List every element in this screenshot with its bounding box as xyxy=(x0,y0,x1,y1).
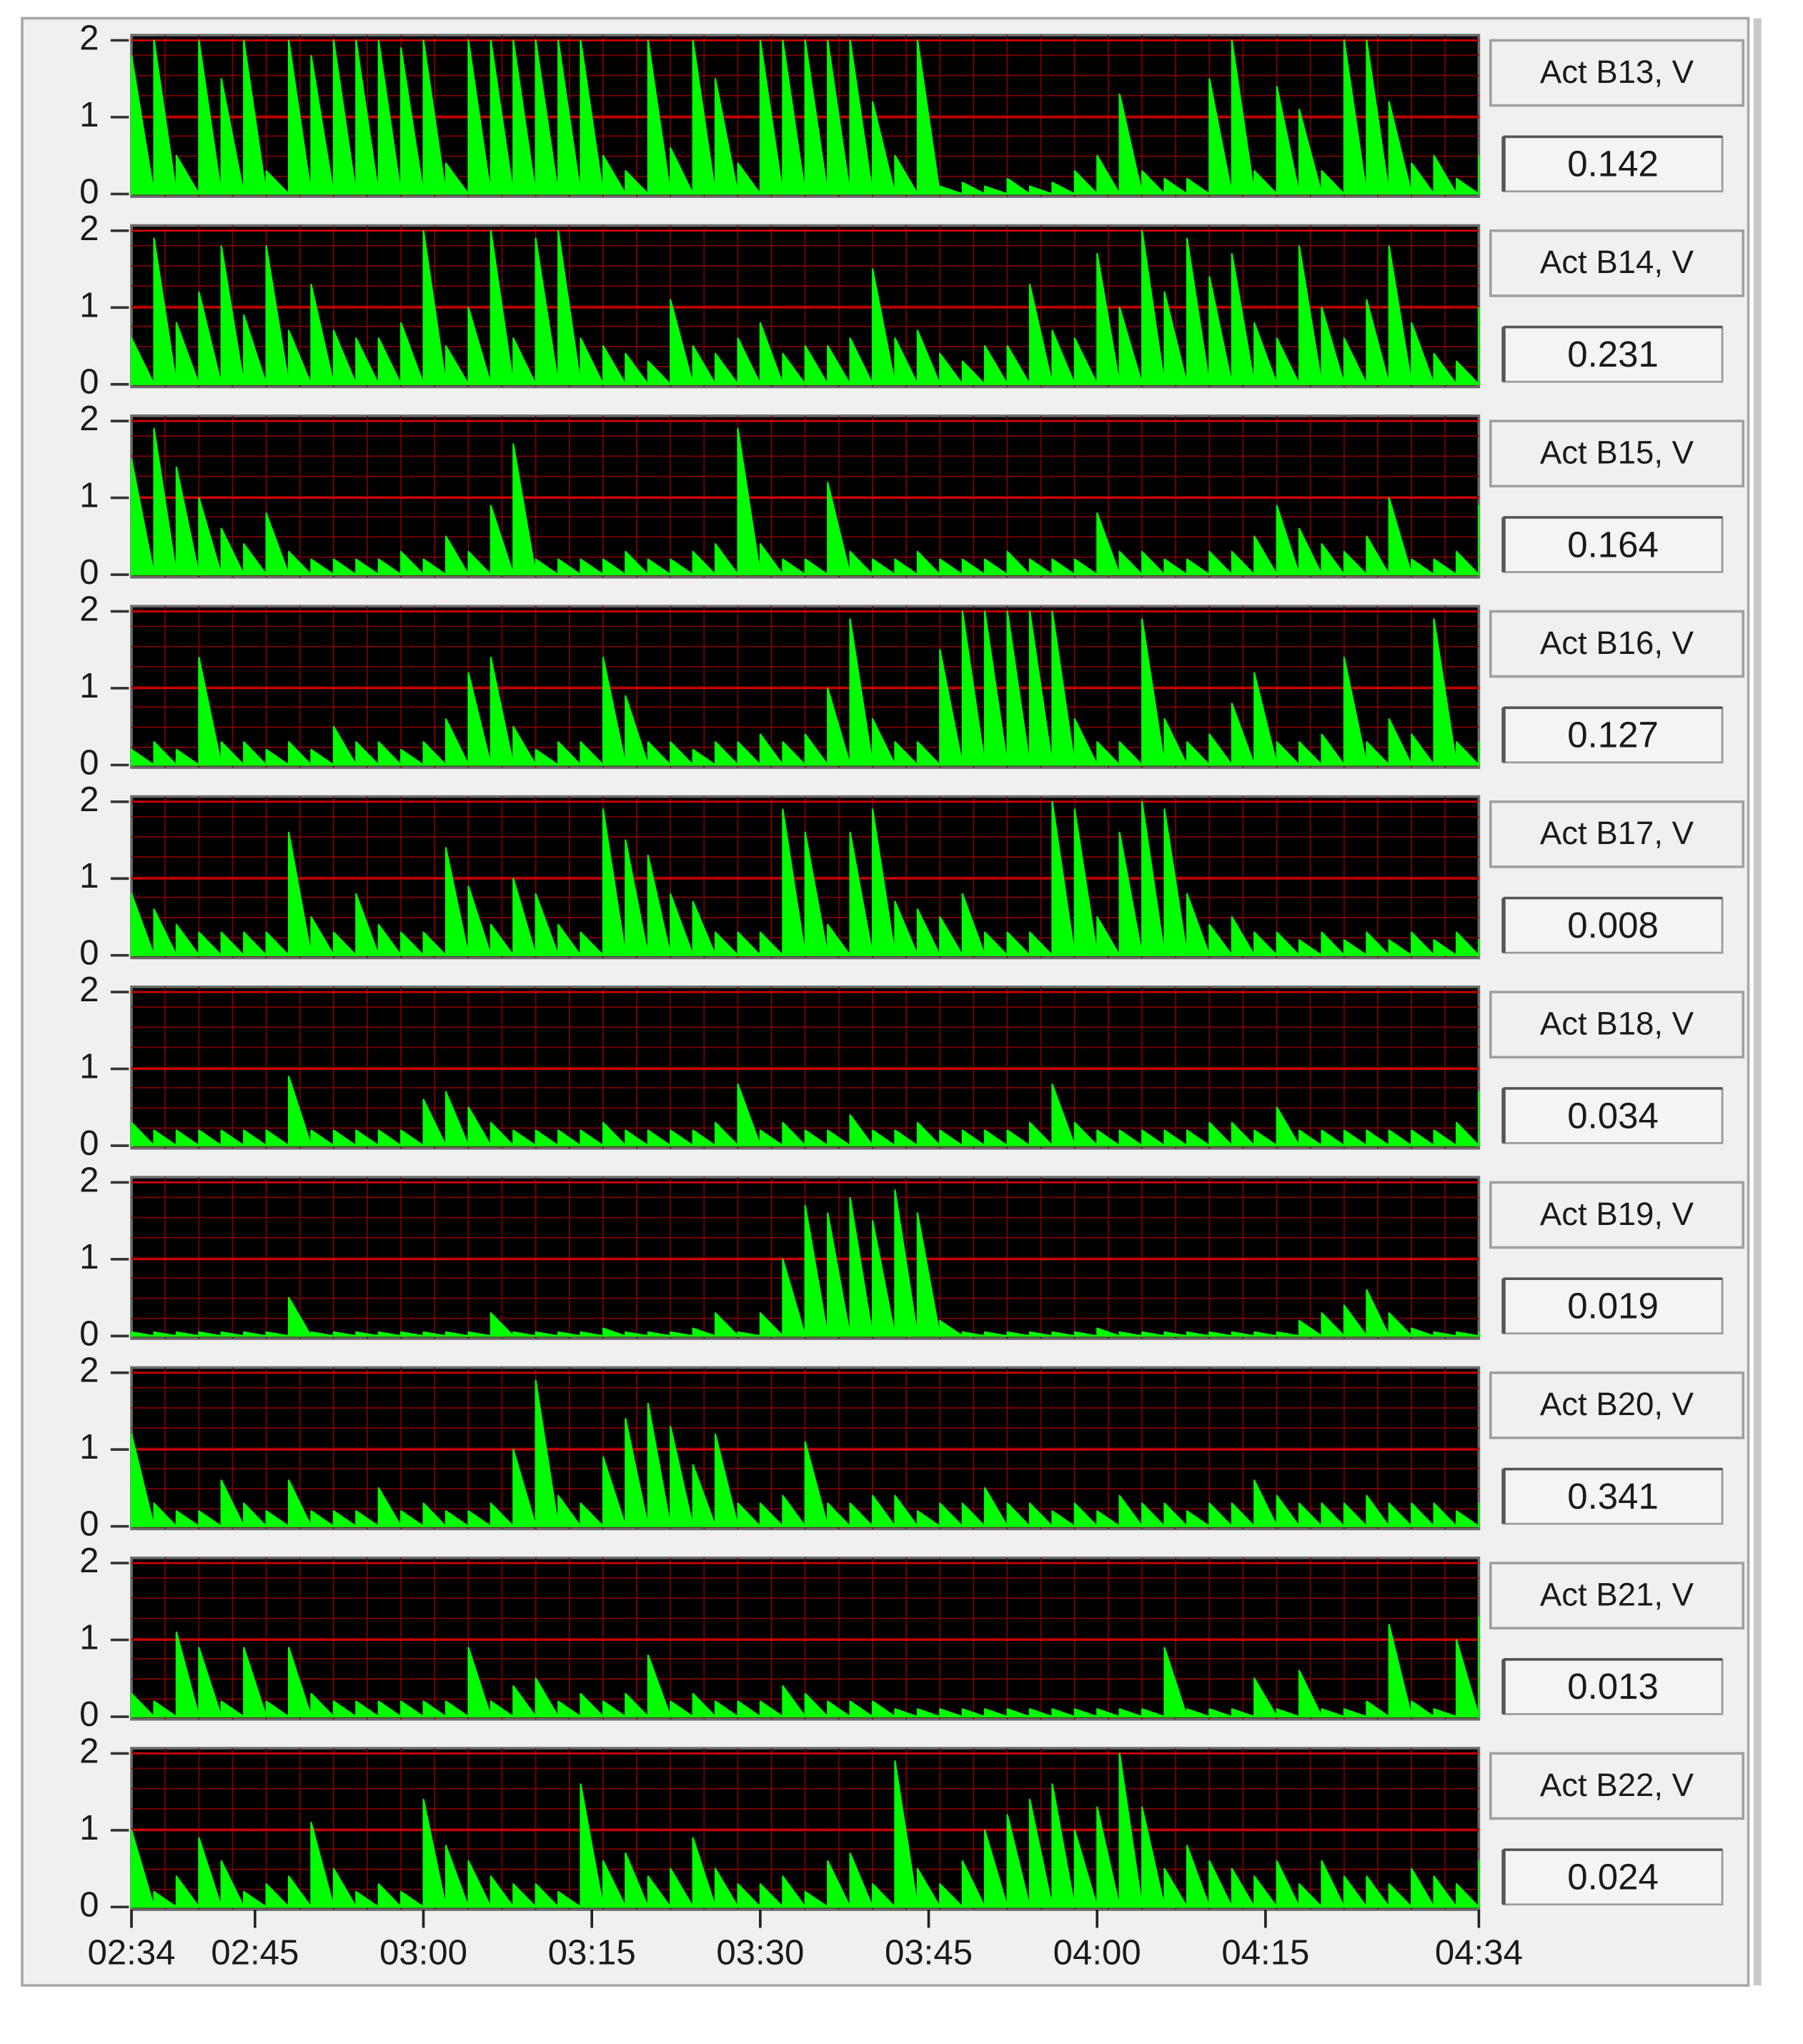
series-name: Act B22, V xyxy=(1540,1767,1694,1803)
y-tick-label: 2 xyxy=(79,1731,99,1770)
series-name-box xyxy=(1489,39,1745,107)
signal-area xyxy=(130,1076,1480,1147)
y-tick-label: 1 xyxy=(79,666,99,705)
signal-area xyxy=(130,1752,1480,1908)
signal-area xyxy=(130,1379,1480,1527)
signal-area xyxy=(130,800,1480,956)
series-name-box xyxy=(1489,1752,1745,1820)
current-value-box xyxy=(1502,706,1724,764)
current-value-box xyxy=(1502,1087,1724,1144)
plot-area: 0 1 2 Act B13, V 0.142 0 1 2 Act B14, V 0.231 0 1 2 A… xyxy=(79,18,1745,1973)
series-name-box xyxy=(1489,991,1745,1059)
current-value: 0.008 xyxy=(1567,905,1659,946)
y-tick-label: 1 xyxy=(79,1808,99,1847)
series-name-box xyxy=(1489,420,1745,488)
x-tick-label: 04:34 xyxy=(1435,1933,1523,1973)
x-tick-label: 04:15 xyxy=(1221,1933,1309,1973)
current-value-box xyxy=(1502,1658,1724,1715)
series-name: Act B20, V xyxy=(1540,1386,1694,1422)
y-tick-label: 0 xyxy=(79,1504,99,1544)
y-tick-label: 1 xyxy=(79,95,99,134)
current-value: 0.034 xyxy=(1567,1095,1659,1136)
current-value: 0.013 xyxy=(1567,1666,1659,1707)
series-name: Act B15, V xyxy=(1540,435,1694,471)
x-tick-label: 02:34 xyxy=(87,1933,175,1973)
current-value: 0.142 xyxy=(1567,144,1659,184)
y-tick-label: 0 xyxy=(79,1695,99,1734)
y-tick-label: 1 xyxy=(79,856,99,896)
signal-area xyxy=(130,1616,1480,1718)
y-tick-label: 1 xyxy=(79,285,99,324)
y-tick-label: 1 xyxy=(79,1427,99,1467)
signal-area xyxy=(130,39,1480,195)
series-name: Act B17, V xyxy=(1540,815,1694,851)
series-name: Act B21, V xyxy=(1540,1576,1694,1612)
series-name: Act B18, V xyxy=(1540,1005,1694,1041)
y-tick-label: 0 xyxy=(79,172,99,211)
y-tick-label: 2 xyxy=(79,18,99,57)
x-tick-label: 03:15 xyxy=(548,1933,636,1973)
signal-area xyxy=(130,229,1480,385)
series-name-box xyxy=(1489,229,1745,297)
current-value: 0.164 xyxy=(1567,524,1659,565)
y-tick-label: 2 xyxy=(79,1541,99,1580)
series-name: Act B13, V xyxy=(1540,54,1694,90)
current-value-box xyxy=(1502,897,1724,954)
current-value: 0.341 xyxy=(1567,1476,1659,1517)
series-name: Act B16, V xyxy=(1540,625,1694,661)
series-name: Act B14, V xyxy=(1540,244,1694,280)
y-tick-label: 0 xyxy=(79,1123,99,1163)
current-value: 0.127 xyxy=(1567,715,1659,755)
current-value-box xyxy=(1502,135,1724,193)
signal-area xyxy=(130,610,1480,766)
y-tick-label: 2 xyxy=(79,970,99,1009)
y-tick-label: 1 xyxy=(79,1618,99,1657)
y-tick-label: 0 xyxy=(79,362,99,402)
y-tick-label: 2 xyxy=(79,780,99,819)
series-name-box xyxy=(1489,1371,1745,1439)
current-value: 0.231 xyxy=(1567,334,1659,374)
y-tick-label: 2 xyxy=(79,1351,99,1390)
y-tick-label: 0 xyxy=(79,743,99,782)
y-tick-label: 2 xyxy=(79,1160,99,1199)
series-name-box xyxy=(1489,1562,1745,1629)
y-tick-label: 0 xyxy=(79,1885,99,1924)
current-value: 0.024 xyxy=(1567,1857,1659,1897)
x-tick-label: 03:45 xyxy=(885,1933,973,1973)
current-value-box xyxy=(1502,1848,1724,1906)
y-tick-label: 0 xyxy=(79,1314,99,1353)
signal-area xyxy=(130,427,1480,576)
series-name-box xyxy=(1489,1181,1745,1249)
series-name: Act B19, V xyxy=(1540,1196,1694,1232)
y-tick-label: 2 xyxy=(79,589,99,628)
x-tick-label: 02:45 xyxy=(211,1933,299,1973)
series-name-box xyxy=(1489,800,1745,868)
y-tick-label: 0 xyxy=(79,552,99,592)
x-tick-label: 03:30 xyxy=(716,1933,804,1973)
y-tick-label: 2 xyxy=(79,399,99,438)
y-tick-label: 0 xyxy=(79,933,99,973)
x-tick-label: 04:00 xyxy=(1053,1933,1141,1973)
signal-area xyxy=(130,1189,1480,1337)
y-tick-label: 2 xyxy=(79,209,99,248)
x-tick-label: 03:00 xyxy=(379,1933,467,1973)
y-tick-label: 1 xyxy=(79,476,99,515)
current-value-box xyxy=(1502,1468,1724,1525)
series-name-box xyxy=(1489,610,1745,678)
current-value: 0.019 xyxy=(1567,1286,1659,1326)
y-tick-label: 1 xyxy=(79,1047,99,1086)
y-tick-label: 1 xyxy=(79,1237,99,1276)
